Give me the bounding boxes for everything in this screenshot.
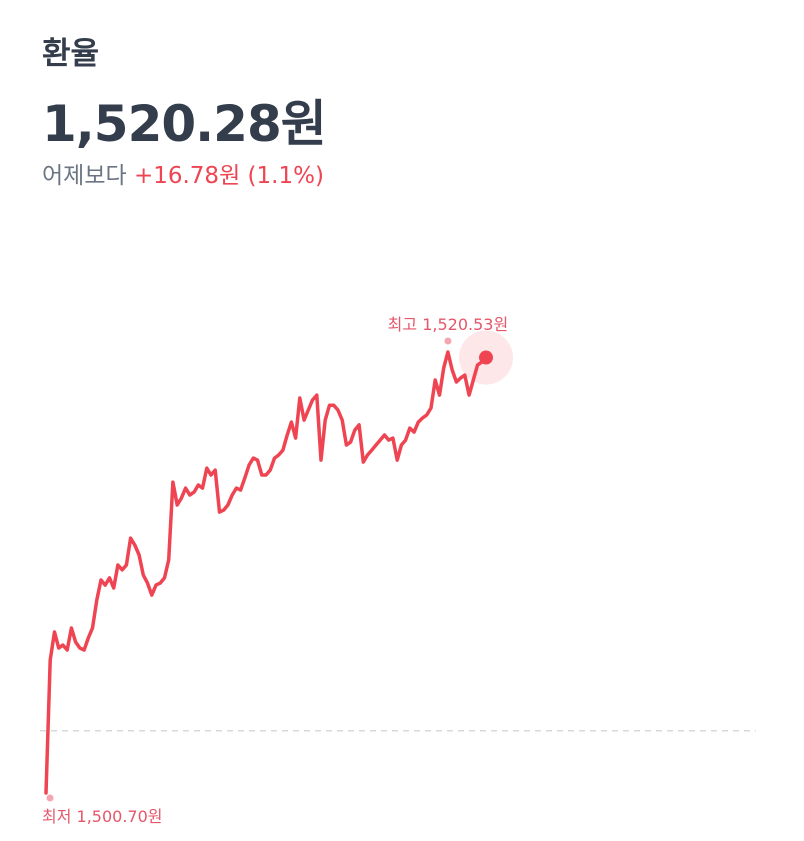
price-line [44,350,488,795]
change-row: 어제보다 +16.78원 (1.1%) [42,156,324,190]
change: +16.78원 (1.1%) [133,163,324,189]
high-dot [444,337,452,345]
low-label: 최저 1,500.70원 [42,807,163,826]
title: 환율 [42,36,100,72]
low-dot [46,794,54,802]
compare-label: 어제보다 [42,163,127,189]
last-dot [479,350,493,365]
high-label: 최고 1,520.53원 [388,315,509,334]
price: 1,520.28원 [42,95,327,153]
